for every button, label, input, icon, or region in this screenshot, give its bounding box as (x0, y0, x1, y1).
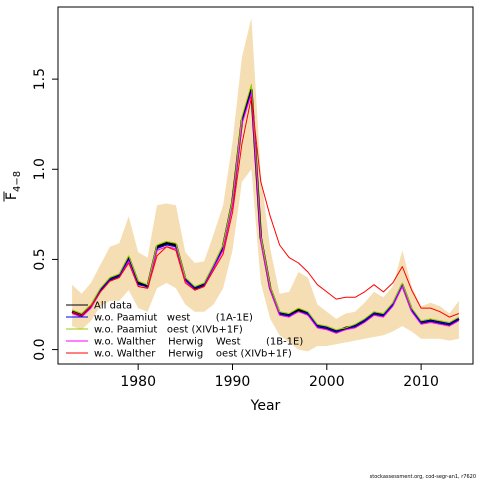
legend-label-0: All data (94, 301, 132, 312)
y-tick-label-1: 0.5 (32, 248, 48, 270)
y-tick-label-2: 1.0 (32, 158, 48, 180)
x-tick-label-2010: 2010 (403, 374, 439, 390)
series-line-2 (71, 84, 460, 331)
x-tick-label-2000: 2000 (309, 374, 345, 390)
svg-text:F4−8: F4−8 (4, 171, 23, 200)
legend-label-2: w.o. Paamiut oest (XIVb+1F) (94, 325, 243, 336)
footer-credit: stockassessment.org, cod-segr-an1, r7620 (370, 474, 476, 480)
confidence-band-area (72, 17, 459, 352)
plot-frame (57, 6, 474, 365)
series-line-4 (71, 96, 460, 318)
x-tick-label-1980: 1980 (120, 374, 156, 390)
x-axis-title: Year (250, 398, 281, 414)
x-axis: 1980 1990 2000 2010 (120, 364, 439, 390)
y-axis: 0.0 0.5 1.0 1.5 (32, 68, 58, 361)
x-tick-label-1990: 1990 (215, 374, 251, 390)
series-lines (71, 84, 460, 334)
y-axis-title: F4−8 (3, 171, 23, 202)
legend-label-1: w.o. Paamiut west (1A-1E) (94, 313, 253, 324)
y-tick-label-3: 1.5 (32, 68, 48, 90)
y-axis-title-main: F (4, 192, 20, 200)
y-tick-label-0: 0.0 (32, 338, 48, 360)
legend-label-3: w.o. Walther Herwig West (1B-1E) (94, 337, 303, 348)
legend-label-4: w.o. Walther Herwig oest (XIVb+1F) (94, 349, 292, 360)
confidence-band (72, 17, 459, 352)
y-axis-title-subscript: 4−8 (12, 171, 23, 192)
